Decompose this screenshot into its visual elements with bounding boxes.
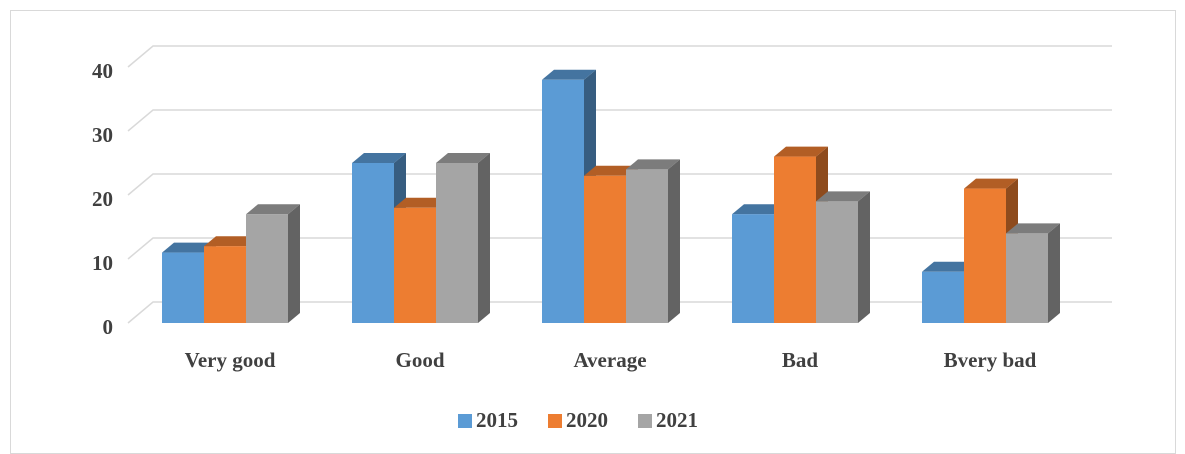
y-tick-label: 20 xyxy=(92,187,113,211)
bar-top xyxy=(1006,223,1060,234)
bar-top xyxy=(626,159,680,170)
legend-swatch xyxy=(638,414,652,428)
bar-side xyxy=(478,153,490,323)
bar-top xyxy=(204,236,258,247)
bar-top xyxy=(162,242,216,253)
bar-front xyxy=(774,156,816,323)
bar-front xyxy=(1006,233,1048,323)
x-tick-label: Bad xyxy=(782,348,819,372)
bar-front xyxy=(584,175,626,323)
bar-front xyxy=(204,246,246,323)
bar-front xyxy=(352,163,394,323)
y-tick-label: 30 xyxy=(92,123,113,147)
bar-front xyxy=(246,214,288,323)
y-tick-label: 40 xyxy=(92,59,113,83)
bar-front xyxy=(542,79,584,323)
bar-front xyxy=(436,163,478,323)
x-tick-label: Average xyxy=(573,348,646,372)
grid-line xyxy=(127,45,1112,68)
bar-front xyxy=(394,207,436,323)
bar-top xyxy=(246,204,300,215)
bar-front xyxy=(922,271,964,323)
bar xyxy=(246,204,300,323)
legend-swatch xyxy=(548,414,562,428)
bar xyxy=(542,69,596,323)
bar-front xyxy=(816,201,858,323)
bar-top xyxy=(922,261,976,272)
x-tick-label: Good xyxy=(395,348,444,372)
bar-top xyxy=(394,197,448,208)
legend-label: 2021 xyxy=(656,408,698,432)
bar-front xyxy=(732,214,774,323)
grid-line xyxy=(127,109,1112,132)
bar-top xyxy=(436,153,490,163)
bar-side xyxy=(1048,223,1060,323)
legend-label: 2020 xyxy=(566,408,608,432)
x-tick-label: Bvery bad xyxy=(944,348,1037,372)
bar-side xyxy=(668,159,680,323)
legend-swatch xyxy=(458,414,472,428)
bar-top xyxy=(732,204,786,215)
bar-front xyxy=(626,169,668,323)
bar-side xyxy=(858,191,870,323)
x-tick-label: Very good xyxy=(185,348,276,372)
bar-side xyxy=(288,204,300,323)
bar-front xyxy=(964,188,1006,323)
bar-top xyxy=(964,178,1018,189)
bar-top xyxy=(774,146,828,157)
bar-top xyxy=(352,153,406,163)
bar xyxy=(816,191,870,323)
bar-top xyxy=(816,191,870,202)
bar xyxy=(436,153,490,323)
bar-top xyxy=(542,69,596,80)
bar xyxy=(626,159,680,323)
bar-top xyxy=(584,165,638,176)
bar xyxy=(1006,223,1060,323)
bar-front xyxy=(162,252,204,323)
y-tick-label: 0 xyxy=(103,315,114,339)
y-tick-label: 10 xyxy=(92,251,113,275)
legend-label: 2015 xyxy=(476,408,518,432)
